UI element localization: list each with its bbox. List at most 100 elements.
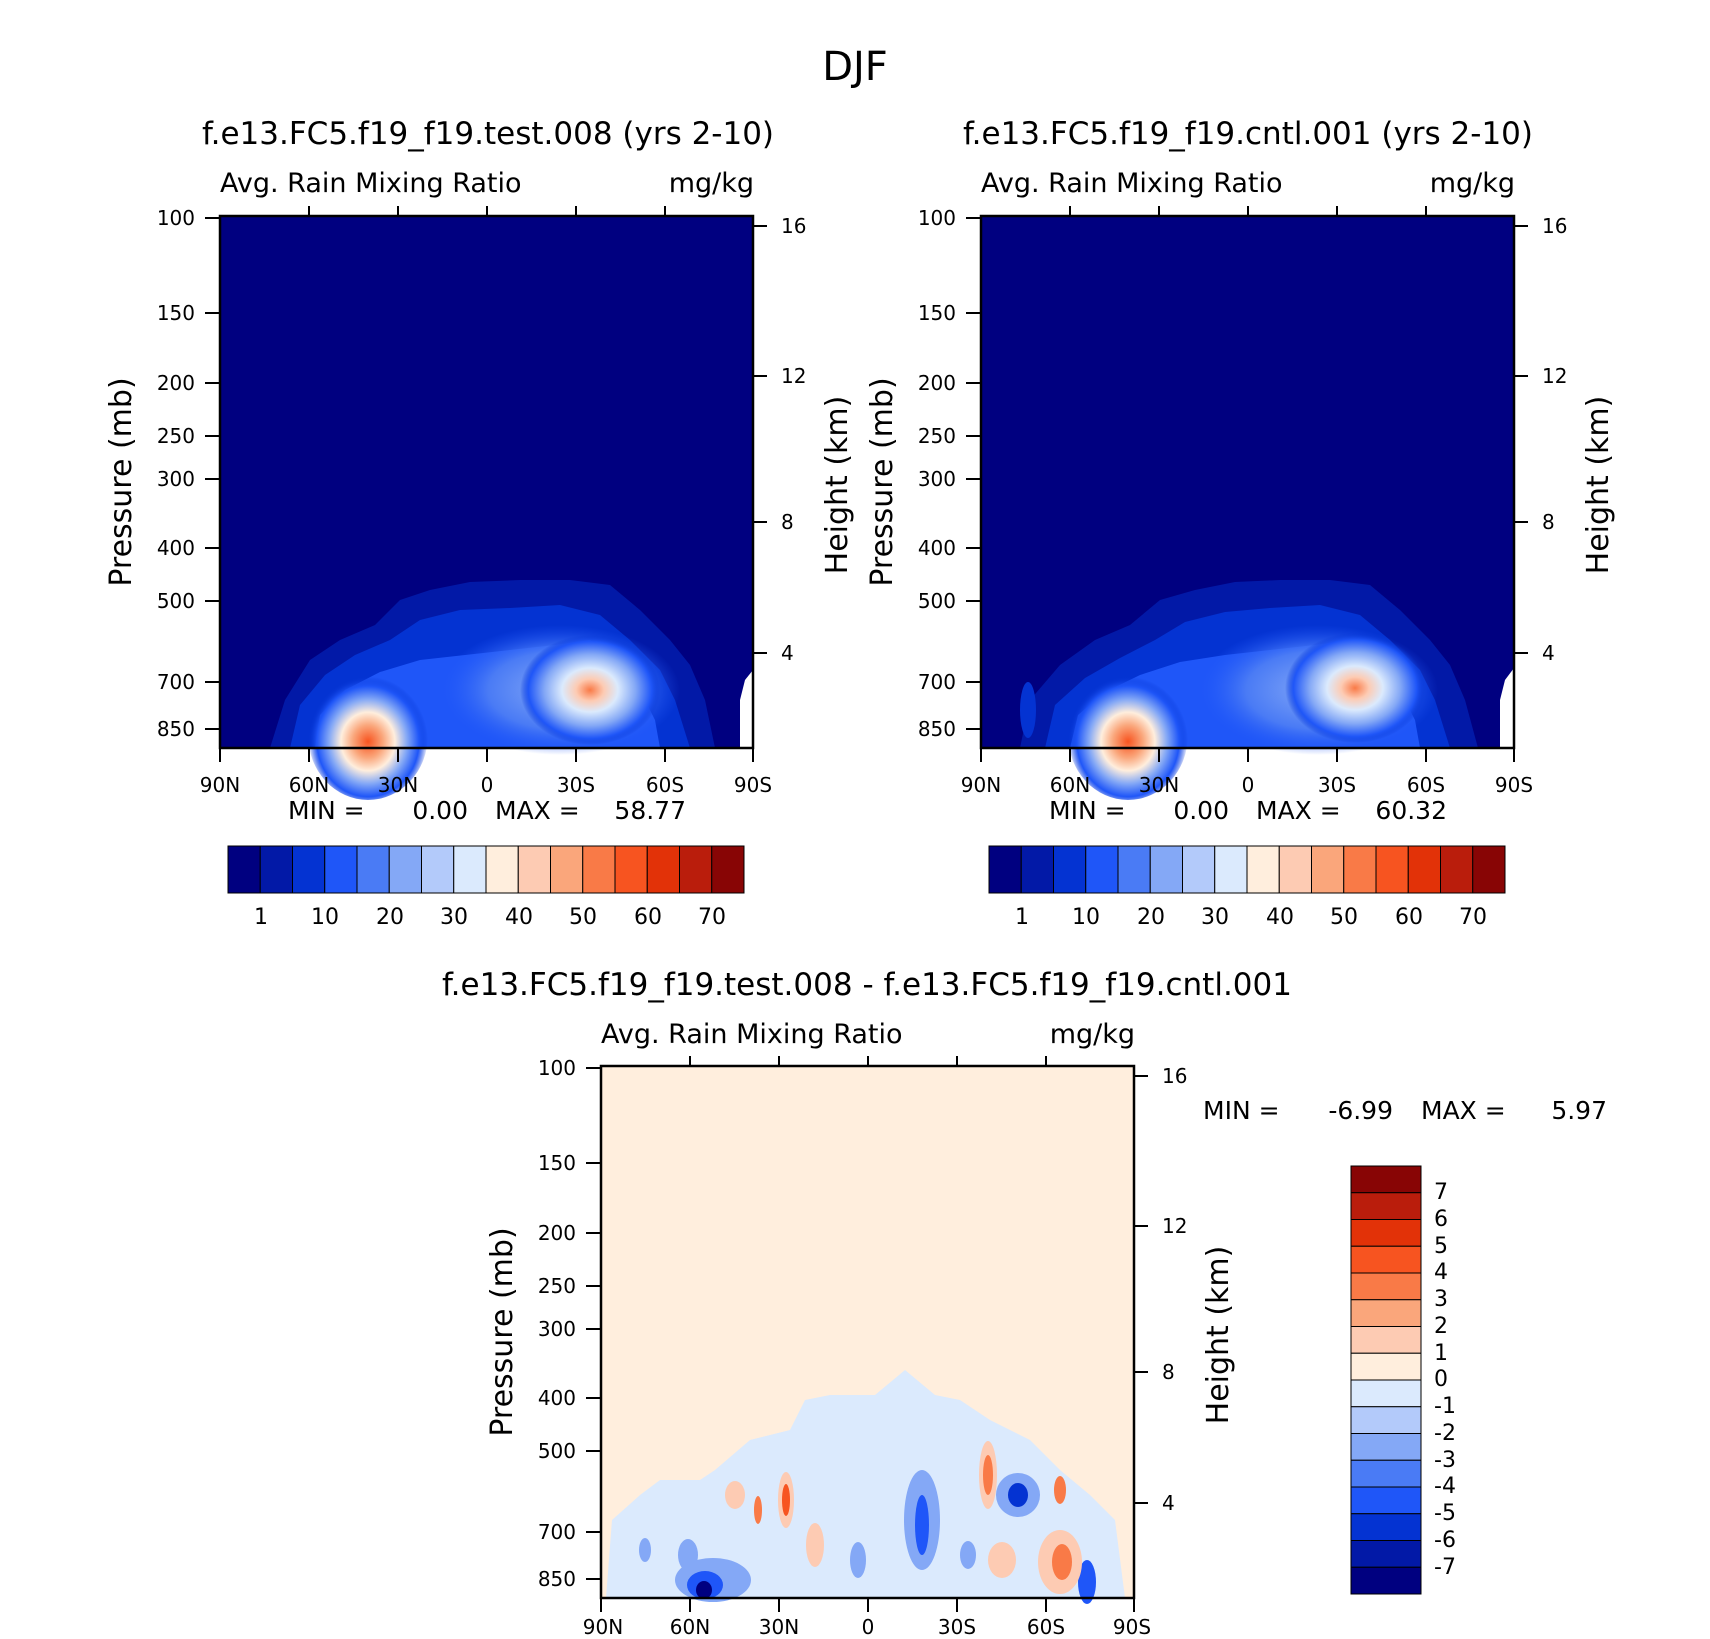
- missing-data: [1500, 668, 1514, 748]
- plot-area: [599, 1064, 1136, 1604]
- y-tick-label: 100: [538, 1056, 576, 1080]
- contour-pos-9: [1054, 1476, 1066, 1504]
- colorbar-label: 60: [634, 905, 662, 930]
- y-tick-label: 300: [918, 467, 956, 491]
- colorbar-labels: 1 10 20 30 40 50 60 70: [1015, 905, 1487, 930]
- x-tick-label: 60N: [289, 773, 329, 797]
- colorbar-label: 0: [1434, 1367, 1448, 1392]
- colorbar-label: 1: [254, 905, 268, 930]
- colorbar-label: 40: [1266, 905, 1294, 930]
- contour-pos-4: [782, 1484, 790, 1516]
- y-tick-label: 150: [538, 1151, 576, 1175]
- y-tick-label: 700: [538, 1520, 576, 1544]
- colorbar-label: 5: [1434, 1234, 1448, 1259]
- stats-line: MIN = 0.00 MAX = 58.77: [288, 796, 686, 825]
- x-axis-ticks: [980, 206, 1515, 762]
- colorbar-swatch: [1350, 1165, 1422, 1194]
- plot-area: [218, 214, 755, 800]
- contour-pos-10: [725, 1481, 745, 1509]
- y-tick-label: 700: [918, 670, 956, 694]
- colorbar-swatch: [1407, 845, 1441, 894]
- colorbar-swatch: [1350, 1379, 1422, 1408]
- colorbar-swatch: [453, 845, 487, 894]
- colorbar-swatch: [1117, 845, 1151, 894]
- colorbar-label: 2: [1434, 1314, 1448, 1339]
- y2-axis-ticks: [753, 225, 767, 654]
- x-tick-label: 90N: [961, 773, 1001, 797]
- colorbar-swatch: [1350, 1192, 1422, 1220]
- y-tick-label: 100: [157, 206, 195, 230]
- y2-axis-title: Height (km): [820, 396, 855, 575]
- x-tick-label: 30N: [1139, 773, 1179, 797]
- contour-pos-11: [754, 1496, 762, 1524]
- x-tick-label: 0: [862, 1615, 875, 1639]
- colorbar-label: 30: [440, 905, 468, 930]
- x-tick-label: 30S: [938, 1615, 976, 1639]
- colorbar-label: 20: [376, 905, 404, 930]
- x-tick-label: 90S: [734, 773, 772, 797]
- y-tick-label: 300: [157, 467, 195, 491]
- y-tick-label: 200: [918, 371, 956, 395]
- max-label: MAX =: [1256, 796, 1341, 825]
- y-tick-label: 150: [918, 301, 956, 325]
- y-axis-title: Pressure (mb): [865, 377, 900, 586]
- min-label: MIN =: [1049, 796, 1126, 825]
- y-axis-labels: 100 150 200 250 300 400 500 700 850: [157, 206, 195, 741]
- y2-tick-label: 8: [781, 510, 794, 534]
- colorbar-swatch: [292, 845, 326, 894]
- colorbar-swatch: [1053, 845, 1087, 894]
- contour-neg-4: [696, 1581, 712, 1599]
- y-tick-label: 400: [918, 536, 956, 560]
- contour-peak-south: [1285, 633, 1425, 743]
- colorbar-label: -2: [1434, 1421, 1456, 1446]
- max-value: 60.32: [1375, 796, 1447, 825]
- colorbar-swatch: [1085, 845, 1119, 894]
- y2-axis-title: Height (km): [1581, 396, 1616, 575]
- x-axis-ticks: [600, 1056, 1135, 1612]
- colorbar-swatch: [1343, 845, 1377, 894]
- y-tick-label: 500: [918, 589, 956, 613]
- colorbar-swatch: [356, 845, 390, 894]
- y-tick-label: 400: [538, 1386, 576, 1410]
- colorbar-swatch: [679, 845, 713, 894]
- y-tick-label: 200: [157, 371, 195, 395]
- colorbar-swatch: [517, 845, 551, 894]
- colorbar-swatch: [1472, 845, 1506, 894]
- panel-control: f.e13.FC5.f19_f19.cntl.001 (yrs 2-10) Av…: [865, 116, 1616, 930]
- contour-neg-1: [606, 1370, 1125, 1598]
- colorbar: [1350, 1165, 1422, 1595]
- colorbar-label: -1: [1434, 1394, 1456, 1419]
- y-tick-label: 250: [918, 424, 956, 448]
- colorbar-label: -4: [1434, 1474, 1456, 1499]
- colorbar-swatch: [485, 845, 519, 894]
- y2-axis-labels: 16 12 8 4: [1542, 214, 1567, 665]
- colorbar-swatch: [1246, 845, 1280, 894]
- y2-tick-label: 4: [1542, 641, 1555, 665]
- x-tick-label: 60N: [670, 1615, 710, 1639]
- y2-axis-ticks: [1134, 1075, 1148, 1504]
- colorbar-label: 50: [1330, 905, 1358, 930]
- colorbar-label: 40: [505, 905, 533, 930]
- stats-line: MIN = -6.99 MAX = 5.97: [1203, 1096, 1607, 1125]
- colorbar-swatch: [711, 845, 745, 894]
- x-tick-label: 30N: [378, 773, 418, 797]
- y-axis-ticks: [205, 217, 220, 730]
- y-tick-label: 250: [538, 1274, 576, 1298]
- colorbar-label: 10: [1072, 905, 1100, 930]
- contour-pos-2: [983, 1455, 993, 1495]
- colorbar-swatch: [1350, 1299, 1422, 1327]
- colorbar-label: 20: [1137, 905, 1165, 930]
- contour-pos-8: [988, 1542, 1016, 1578]
- colorbar-swatch: [1311, 845, 1345, 894]
- min-label: MIN =: [1203, 1096, 1280, 1125]
- stats-line: MIN = 0.00 MAX = 60.32: [1049, 796, 1447, 825]
- y-axis-ticks: [966, 217, 981, 730]
- colorbar-swatch: [1214, 845, 1248, 894]
- colorbar-swatch: [1182, 845, 1216, 894]
- colorbar-label: 1: [1434, 1341, 1448, 1366]
- colorbar-swatch: [1350, 1433, 1422, 1461]
- colorbar-swatch: [421, 845, 455, 894]
- units-label: mg/kg: [1430, 168, 1515, 199]
- colorbar-swatch: [1350, 1540, 1422, 1568]
- y2-tick-label: 4: [1162, 1491, 1175, 1515]
